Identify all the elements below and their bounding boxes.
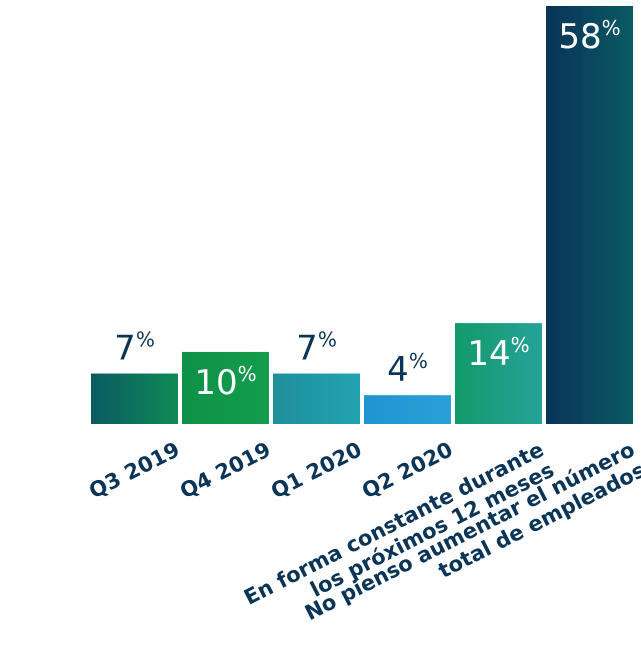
bar-2 xyxy=(182,351,269,424)
value-label-6: 58% xyxy=(558,16,620,57)
bar-6 xyxy=(546,6,633,424)
category-label-2: Q4 2019 xyxy=(176,437,274,503)
bar-4 xyxy=(364,395,451,424)
category-label-1: Q3 2019 xyxy=(85,437,183,503)
bar-1 xyxy=(91,373,178,424)
bar-3 xyxy=(273,373,360,424)
value-label-3: 7% xyxy=(296,328,337,369)
value-label-5: 14% xyxy=(467,333,529,374)
value-labels-group: 7% 10% 7% 4% 14% 58% xyxy=(114,16,620,403)
value-label-4: 4% xyxy=(387,349,428,390)
value-label-2: 10% xyxy=(194,362,256,403)
bars-group xyxy=(91,6,633,424)
value-label-1: 7% xyxy=(114,328,155,369)
bar-5 xyxy=(455,323,542,424)
category-label-3: Q1 2020 xyxy=(267,437,365,503)
